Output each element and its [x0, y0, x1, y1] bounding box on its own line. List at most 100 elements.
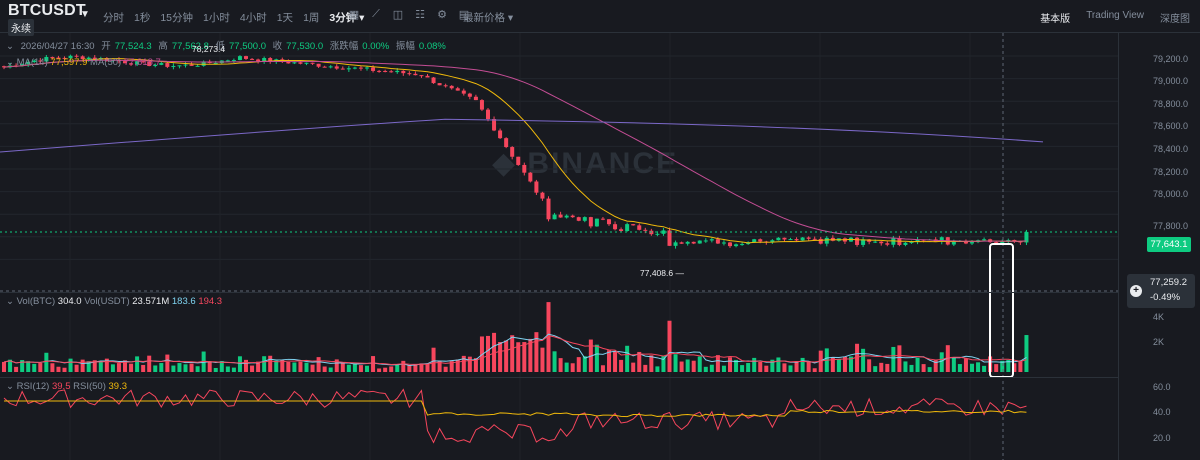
candle-body	[486, 109, 490, 120]
candle-body	[177, 65, 182, 67]
candle-body	[183, 64, 188, 66]
symbol-title[interactable]: BTCUSDT	[8, 2, 86, 19]
settings-icon[interactable]: ⚙	[437, 9, 447, 21]
volume-bar	[225, 366, 230, 372]
view-basic[interactable]: 基本版	[1040, 14, 1071, 25]
add-order-icon[interactable]: +	[1130, 285, 1142, 297]
candle-body	[619, 229, 624, 231]
interval-tab[interactable]: 1秒	[134, 12, 151, 24]
candle-body	[879, 241, 884, 244]
candle-body	[322, 66, 327, 68]
vol-usdt-value: 23.571M	[132, 296, 170, 307]
candle-body	[873, 241, 878, 243]
volume-bar	[123, 360, 127, 372]
pane-divider	[0, 292, 1118, 293]
rsi-tick: 60.0	[1153, 382, 1171, 392]
interval-tab-active[interactable]: 3分钟 ▾	[329, 12, 365, 24]
interval-tab[interactable]: 4小时	[239, 12, 267, 24]
collapse-icon[interactable]: ⌄	[6, 57, 14, 68]
candle-body	[201, 61, 206, 66]
candle-body	[540, 192, 545, 199]
candle-body	[231, 60, 236, 62]
volume-bar	[80, 359, 85, 372]
candle-body	[697, 240, 702, 244]
volume-bar	[909, 364, 914, 372]
volume-bar	[135, 356, 140, 372]
candle-body	[32, 60, 37, 63]
collapse-icon[interactable]: ⌄	[6, 41, 14, 52]
indicator-icon[interactable]: ◫	[392, 9, 404, 21]
candle-body	[552, 214, 557, 220]
volume-bar	[473, 358, 478, 372]
high-label: 高	[158, 41, 168, 52]
candle-body	[237, 56, 242, 61]
highlight-box	[989, 243, 1014, 378]
interval-tab[interactable]: 1周	[303, 12, 320, 24]
rsi12-value: 39.5	[51, 381, 71, 392]
candle-body	[467, 93, 472, 97]
collapse-icon[interactable]: ⌄	[6, 296, 14, 307]
volume-bar	[607, 350, 611, 372]
vol-ma1-value: 183.6	[171, 296, 196, 307]
collapse-icon[interactable]: ⌄	[6, 381, 14, 392]
volume-bar	[691, 360, 696, 372]
candle-body	[92, 57, 97, 60]
view-tradingview[interactable]: Trading View	[1086, 10, 1144, 21]
candle-body	[613, 224, 618, 230]
crosshair-change: -0.49%	[1150, 292, 1181, 303]
candle-body	[165, 63, 170, 67]
volume-bar	[467, 356, 472, 372]
filter-icon[interactable]: ☷	[415, 9, 425, 21]
open-label: 开	[101, 41, 111, 52]
volume-bar	[558, 358, 563, 372]
volume-tick: 4K	[1153, 312, 1165, 322]
volume-bar	[38, 363, 43, 372]
volume-bar	[74, 364, 79, 372]
volume-legend: ⌄ Vol(BTC) 304.0 Vol(USDT) 23.571M 183.6…	[6, 296, 222, 307]
price-type-select[interactable]: 最新价格 ▾	[463, 12, 514, 24]
candle-body	[970, 242, 974, 244]
volume-bar	[673, 354, 678, 372]
rsi50-line	[4, 400, 1027, 418]
symbol-dropdown-icon[interactable]: ▼	[80, 9, 90, 20]
template-icon[interactable]: ▤	[458, 9, 470, 21]
candle-body	[449, 85, 454, 89]
line-chart-icon[interactable]: ⟋	[372, 8, 380, 20]
volume-bar	[20, 360, 25, 372]
candle-body	[213, 62, 218, 64]
volume-bar	[365, 365, 369, 372]
interval-tab[interactable]: 1天	[276, 12, 294, 24]
interval-tab[interactable]: 1小时	[203, 12, 230, 24]
volume-bar	[625, 345, 630, 372]
volume-bar	[352, 363, 357, 372]
volume-bar	[316, 357, 321, 372]
vol-btc-label: Vol(BTC)	[16, 296, 56, 307]
price-tick: 78,400.0	[1153, 144, 1189, 154]
view-depth[interactable]: 深度图	[1160, 14, 1190, 25]
calendar-icon[interactable]: ▦	[348, 9, 360, 21]
candle-body	[770, 240, 775, 243]
volume-bar	[383, 367, 388, 372]
volume-bar	[679, 361, 684, 372]
candle-body	[721, 242, 726, 244]
candle-body	[522, 164, 527, 173]
volume-bar	[655, 366, 660, 372]
price-tick: 79,000.0	[1153, 76, 1189, 86]
interval-tab[interactable]: 分时	[103, 12, 124, 24]
candle-body	[576, 217, 581, 221]
interval-tab[interactable]: 15分钟	[160, 12, 194, 24]
candle-body	[286, 61, 291, 64]
candle-body	[963, 240, 968, 244]
candlestick-chart[interactable]	[0, 0, 1118, 460]
candle-body	[389, 71, 394, 73]
high-annotation: 78,273.4	[192, 44, 226, 54]
volume-bar	[885, 363, 890, 372]
volume-bar	[516, 342, 521, 372]
volume-bar	[286, 361, 291, 372]
volume-bar	[1012, 363, 1017, 372]
price-axis[interactable]: 79,200.0 79,000.0 78,800.0 78,600.0 78,4…	[1118, 33, 1200, 460]
volume-bar	[425, 363, 430, 372]
candle-body	[861, 239, 866, 245]
rsi-legend: ⌄ RSI(12) 39.5 RSI(50) 39.3	[6, 381, 127, 392]
candles	[2, 54, 1029, 249]
